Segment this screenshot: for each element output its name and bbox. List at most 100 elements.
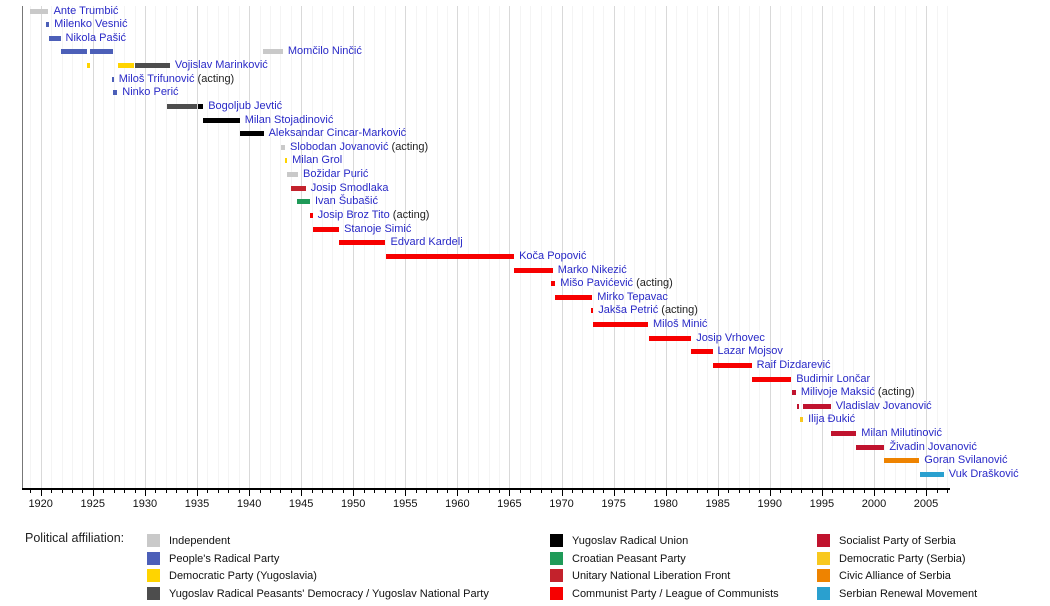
gridline (269, 6, 271, 488)
person-label[interactable]: Miloš Trifunović (acting) (119, 73, 235, 86)
axis-tick (884, 490, 886, 493)
person-name[interactable]: Josip Broz Tito (317, 209, 390, 221)
person-label[interactable]: Budimir Lončar (796, 373, 870, 386)
person-label[interactable]: Mišo Pavićević (acting) (560, 277, 673, 290)
gridline (374, 6, 375, 488)
axis-tick (259, 490, 261, 493)
person-name[interactable]: Goran Svilanović (924, 454, 1008, 467)
person-name[interactable]: Milan Stojadinović (244, 113, 334, 126)
person-label[interactable]: Milivoje Maksić (acting) (801, 386, 915, 399)
person-name[interactable]: Koča Popović (519, 249, 587, 262)
axis-tick (134, 490, 136, 493)
person-name[interactable]: Vuk Drašković (948, 467, 1019, 480)
person-name[interactable]: Mirko Tepavac (597, 290, 668, 303)
legend-item-label: Democratic Party (Serbia) (839, 552, 966, 565)
axis-tick (446, 490, 448, 493)
person-label[interactable]: Koča Popović (519, 250, 586, 263)
person-label[interactable]: Lazar Mojsov (718, 345, 783, 358)
person-label[interactable]: Goran Svilanović (924, 454, 1007, 467)
person-name[interactable]: Živadin Jovanović (889, 440, 977, 453)
person-name[interactable]: Vojislav Marinković (174, 59, 268, 71)
person-name[interactable]: Bogoljub Jevtić (208, 99, 283, 112)
gridline (488, 6, 490, 488)
person-name[interactable]: Josip Vrhovec (696, 331, 765, 344)
person-label[interactable]: Živadin Jovanović (889, 441, 976, 454)
person-label[interactable]: Milan Stojadinović (245, 114, 334, 127)
person-label[interactable]: Momčilo Ninčić (288, 45, 362, 58)
gridline (894, 6, 896, 488)
axis-tick (551, 490, 553, 493)
person-name[interactable]: Milivoje Maksić (800, 386, 875, 399)
person-name[interactable]: Momčilo Ninčić (287, 45, 362, 58)
person-label[interactable]: Milan Milutinović (861, 427, 942, 440)
person-label[interactable]: Miloš Minić (653, 318, 707, 331)
person-label[interactable]: Vuk Drašković (949, 468, 1019, 481)
gridline (124, 6, 126, 488)
person-name[interactable]: Ninko Perić (122, 86, 179, 99)
person-label[interactable]: Edvard Kardelj (391, 236, 463, 249)
person-name[interactable]: Lazar Mojsov (717, 345, 783, 358)
axis-tick (217, 490, 219, 493)
acting-suffix: (acting) (874, 386, 915, 399)
person-name[interactable]: Miloš Trifunović (118, 72, 195, 85)
person-name[interactable]: Ivan Šubašić (315, 195, 378, 208)
axis-tick (728, 490, 730, 493)
person-name[interactable]: Ilija Đukić (808, 413, 856, 426)
person-name[interactable]: Milenko Vesnić (54, 18, 128, 31)
axis-tick (61, 490, 63, 493)
person-label[interactable]: Vladislav Jovanović (836, 400, 932, 413)
axis-tick (519, 490, 521, 493)
gridline (113, 6, 115, 488)
person-name[interactable]: Edvard Kardelj (390, 236, 463, 249)
person-name[interactable]: Mišo Pavićević (560, 277, 634, 290)
person-name[interactable]: Stanoje Simić (344, 222, 412, 235)
term-bar (111, 76, 114, 82)
person-name[interactable]: Ante Trumbić (53, 4, 119, 17)
person-label[interactable]: Josip Smodlaka (311, 182, 389, 195)
person-label[interactable]: Marko Nikezić (558, 264, 627, 277)
person-label[interactable]: Bogoljub Jevtić (208, 100, 282, 113)
person-name[interactable]: Milan Milutinović (861, 427, 942, 439)
person-name[interactable]: Marko Nikezić (557, 263, 627, 276)
person-name[interactable]: Miloš Minić (653, 318, 708, 330)
legend-item-label: Democratic Party (Yugoslavia) (169, 570, 317, 582)
person-label[interactable]: Jakša Petrić (acting) (598, 304, 698, 317)
person-name[interactable]: Božidar Purić (303, 168, 369, 181)
gridline (592, 6, 594, 488)
person-name[interactable]: Raif Dizdarević (756, 358, 831, 371)
person-name[interactable]: Budimir Lončar (796, 372, 871, 385)
legend-swatch-independent (147, 534, 160, 547)
person-name[interactable]: Vladislav Jovanović (835, 399, 932, 412)
person-label[interactable]: Milan Grol (292, 154, 342, 167)
person-name[interactable]: Slobodan Jovanović (290, 140, 389, 153)
person-label[interactable]: Josip Vrhovec (696, 332, 765, 345)
axis-tick (342, 490, 344, 493)
person-name[interactable]: Jakša Petrić (598, 304, 659, 317)
legend-swatch-communist (550, 586, 563, 600)
axis-tick-label: 2005 (913, 498, 939, 510)
person-name[interactable]: Aleksandar Cincar-Marković (268, 127, 407, 140)
gridline (863, 6, 865, 488)
axis-tick (655, 490, 657, 493)
person-label[interactable]: Božidar Purić (303, 168, 368, 181)
gridline (290, 6, 292, 488)
person-label[interactable]: Stanoje Simić (344, 223, 411, 236)
person-label[interactable]: Mirko Tepavac (597, 291, 668, 304)
person-label[interactable]: Ilija Đukić (808, 413, 855, 426)
person-label[interactable]: Aleksandar Cincar-Marković (269, 127, 407, 140)
term-bar (796, 403, 800, 409)
person-name[interactable]: Josip Smodlaka (310, 181, 389, 194)
person-label[interactable]: Vojislav Marinković (175, 59, 268, 72)
person-name[interactable]: Nikola Pašić (65, 31, 127, 44)
person-label[interactable]: Ninko Perić (122, 86, 178, 99)
person-label[interactable]: Milenko Vesnić (54, 18, 127, 31)
person-label[interactable]: Josip Broz Tito (acting) (318, 209, 430, 222)
axis-tick-label: 1980 (653, 498, 678, 510)
person-label[interactable]: Ante Trumbić (54, 5, 119, 18)
person-label[interactable]: Raif Dizdarević (757, 359, 831, 372)
person-label[interactable]: Ivan Šubašić (315, 195, 378, 208)
person-label[interactable]: Nikola Pašić (66, 32, 127, 45)
person-label[interactable]: Slobodan Jovanović (acting) (290, 141, 428, 154)
axis-tick (571, 490, 573, 493)
person-name[interactable]: Milan Grol (292, 154, 343, 167)
